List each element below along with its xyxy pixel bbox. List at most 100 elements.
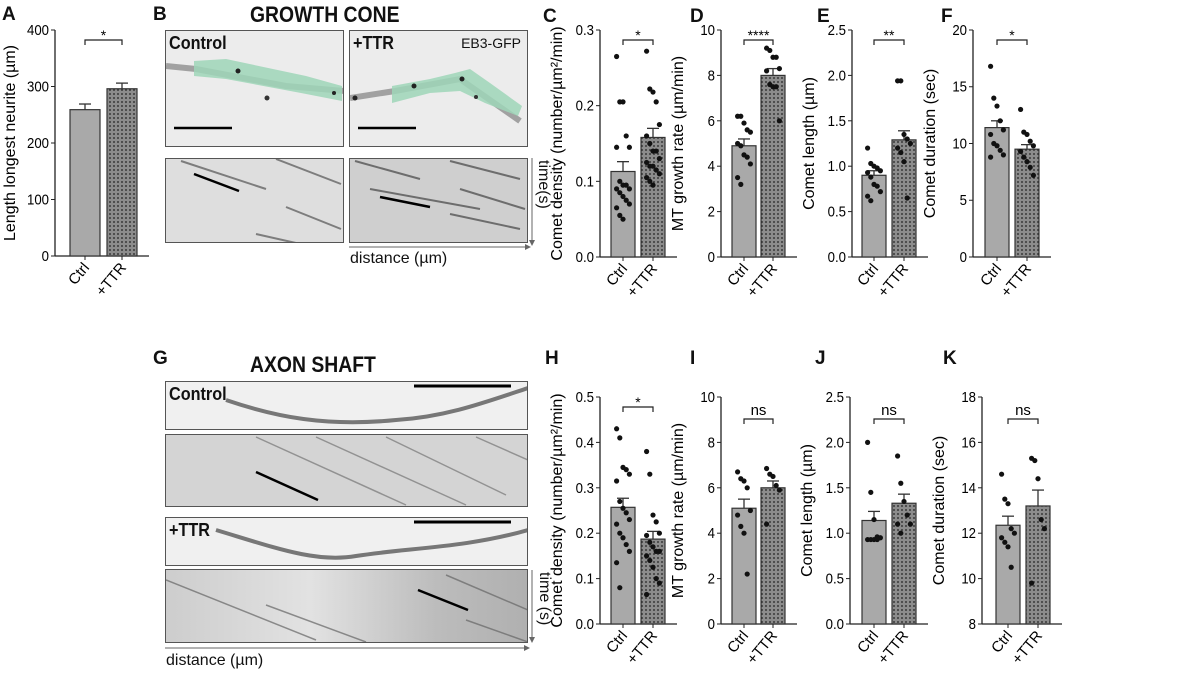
axon-shaft-ttr-image: +TTR — [165, 517, 528, 566]
y-tick-label: 0.5 — [828, 203, 846, 220]
axon-shaft-title: AXON SHAFT — [250, 352, 376, 377]
significance-bracket — [1007, 418, 1039, 424]
y-tick-label: 2 — [708, 570, 715, 587]
data-point — [623, 510, 629, 516]
data-point — [898, 78, 904, 84]
data-point — [997, 118, 1003, 124]
y-axis-label: Comet density (number/µm²/min) — [549, 26, 566, 260]
y-tick-label: 400 — [27, 21, 49, 38]
data-point — [617, 435, 623, 441]
data-point — [653, 167, 659, 173]
y-tick-label: 4 — [708, 524, 715, 541]
growth-cone-control-image: Control — [165, 30, 344, 147]
data-point — [988, 131, 994, 138]
y-tick-label: 0 — [960, 248, 967, 265]
y-axis-label: Comet length (µm) — [799, 444, 816, 577]
y-tick-label: 300 — [27, 78, 49, 95]
data-point — [901, 131, 907, 138]
data-point — [1021, 154, 1027, 160]
data-point — [644, 553, 650, 559]
x-tick-label: +TTR — [875, 261, 913, 301]
y-tick-label: 0 — [708, 615, 715, 632]
y-tick-label: 6 — [708, 479, 715, 496]
data-point — [773, 84, 779, 90]
data-point — [626, 144, 633, 150]
data-point — [1032, 457, 1038, 464]
significance-bracket — [996, 39, 1028, 45]
y-tick-label: 0.5 — [576, 388, 594, 405]
data-point — [614, 426, 620, 432]
significance-bracket — [84, 39, 123, 45]
data-point — [650, 512, 656, 518]
distance-axis-label: distance (µm) — [166, 652, 264, 669]
data-point — [904, 512, 910, 518]
data-point — [623, 467, 629, 473]
data-point — [874, 183, 880, 189]
data-point — [614, 53, 620, 60]
data-point — [868, 198, 874, 204]
data-point — [865, 169, 871, 176]
y-tick-label: 5 — [960, 191, 967, 208]
y-tick-label: 2.5 — [828, 21, 846, 38]
marker-label: EB3-GFP — [461, 35, 521, 51]
y-tick-label: 8 — [708, 67, 715, 84]
data-point — [614, 144, 620, 150]
panel-letter-k: K — [943, 348, 957, 369]
data-point — [653, 576, 659, 582]
data-point — [868, 489, 874, 495]
panel-letter-g: G — [153, 348, 168, 369]
data-point — [1000, 127, 1007, 133]
y-tick-label: 100 — [27, 191, 49, 208]
bar-ctrl — [861, 519, 887, 625]
significance-label: ns — [1015, 402, 1031, 419]
data-point — [767, 47, 773, 54]
data-point — [614, 205, 620, 211]
data-point — [901, 159, 907, 165]
data-point — [647, 178, 653, 184]
bar-ttr — [891, 139, 917, 258]
data-point — [1027, 164, 1033, 170]
data-point — [650, 544, 656, 550]
panel-letter-j: J — [815, 348, 826, 369]
data-point — [614, 560, 620, 566]
x-tick-label: +TTR — [1009, 628, 1047, 668]
bar-ttr — [1014, 148, 1040, 258]
data-point — [741, 530, 747, 536]
data-point — [1008, 564, 1014, 570]
panel-letter-h: H — [545, 348, 559, 369]
data-point — [999, 471, 1005, 477]
data-point — [656, 530, 663, 536]
data-point — [904, 195, 910, 201]
y-axis-label: Comet duration (sec) — [922, 69, 939, 218]
data-point — [770, 473, 776, 480]
data-point — [738, 113, 744, 119]
growth-cone-title: GROWTH CONE — [250, 2, 400, 27]
data-point — [656, 156, 663, 162]
x-tick-label: +TTR — [624, 261, 662, 301]
data-point — [644, 174, 650, 181]
x-tick-label: +TTR — [875, 628, 913, 668]
data-point — [1024, 159, 1030, 165]
data-point — [647, 471, 653, 477]
bar-ctrl — [731, 507, 757, 625]
panel-letter-d: D — [690, 6, 704, 27]
data-point — [1005, 544, 1011, 550]
x-tick-label: +TTR — [998, 261, 1036, 301]
data-point — [865, 145, 871, 151]
neurite-overlay — [166, 59, 343, 130]
axon-shaft-control-image: Control — [165, 381, 528, 430]
x-tick-label: +TTR — [93, 260, 131, 300]
x-tick-label: +TTR — [744, 261, 782, 301]
data-point — [647, 140, 653, 147]
y-tick-label: 0.0 — [576, 615, 594, 632]
data-point — [735, 174, 741, 181]
data-point — [626, 186, 633, 192]
data-point — [738, 523, 744, 529]
y-tick-label: 200 — [27, 134, 49, 151]
data-point — [994, 143, 1000, 149]
x-tick-label: Ctrl — [65, 260, 93, 289]
